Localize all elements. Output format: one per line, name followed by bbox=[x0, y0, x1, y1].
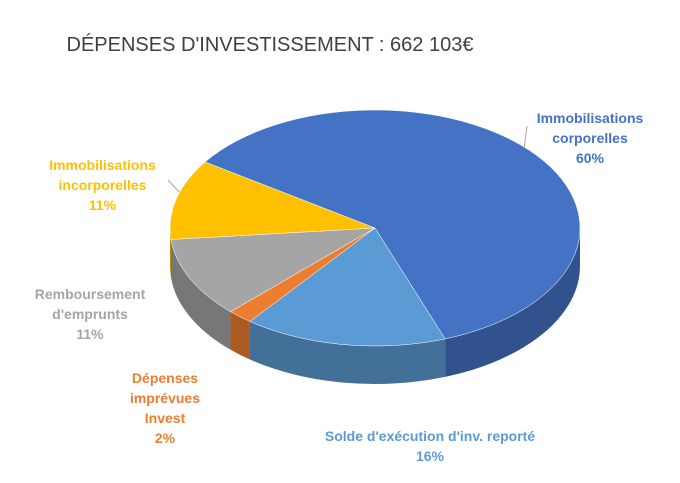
slice-side bbox=[170, 239, 231, 350]
slice bbox=[169, 161, 376, 240]
pie-sides bbox=[170, 228, 580, 385]
slice bbox=[249, 227, 446, 347]
slice-side bbox=[445, 228, 580, 377]
category-label: Solde d'exécution d'inv. reporté bbox=[324, 428, 536, 444]
value-label: 16% bbox=[415, 448, 445, 464]
data-label: Immobilisations incorporelles 11% bbox=[25, 155, 180, 215]
data-label: Dépenses imprévues Invest 2% bbox=[120, 368, 210, 448]
slice-side bbox=[230, 311, 250, 360]
data-label: Remboursement d'emprunts 11% bbox=[10, 284, 170, 344]
slice bbox=[204, 109, 581, 340]
slice-side bbox=[170, 228, 171, 278]
data-label: Solde d'exécution d'inv. reporté 16% bbox=[300, 426, 560, 466]
category-label: Immobilisations incorporelles bbox=[49, 157, 156, 193]
slice bbox=[170, 227, 376, 313]
category-label: Dépenses imprévues Invest bbox=[129, 370, 201, 426]
slice-side bbox=[249, 321, 446, 385]
value-label: 60% bbox=[575, 150, 605, 166]
data-label: Immobilisations corporelles 60% bbox=[515, 108, 665, 168]
category-label: Remboursement d'emprunts bbox=[34, 286, 146, 322]
value-label: 11% bbox=[88, 197, 117, 213]
chart-title: DÉPENSES D'INVESTISSEMENT : 662 103€ bbox=[66, 34, 474, 56]
value-label: 2% bbox=[154, 430, 176, 446]
value-label: 11% bbox=[76, 326, 104, 342]
category-label: Immobilisations corporelles bbox=[536, 110, 644, 146]
